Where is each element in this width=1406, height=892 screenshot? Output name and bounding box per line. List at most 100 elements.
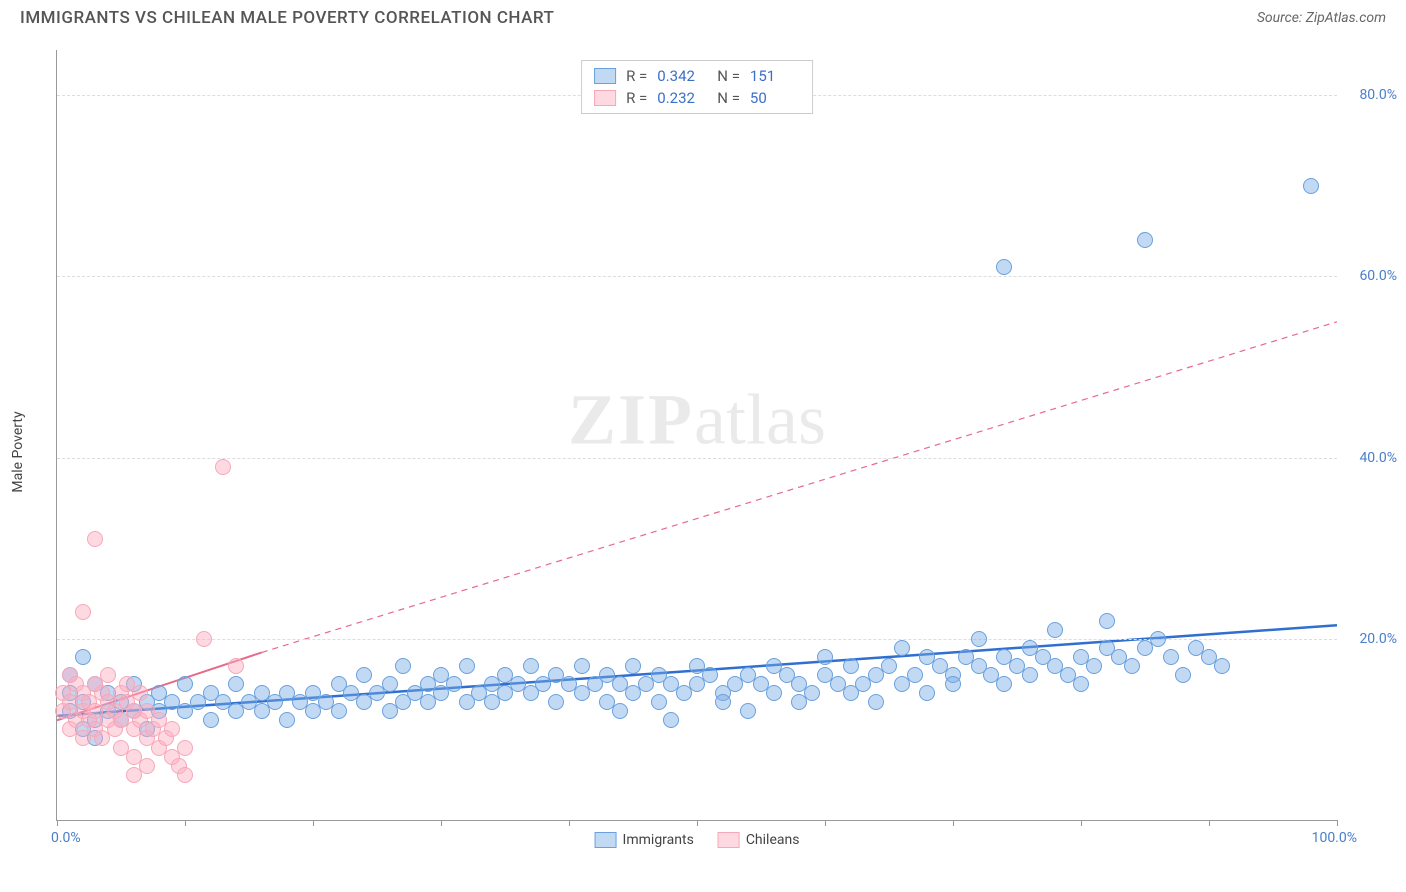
data-point <box>1175 667 1191 683</box>
data-point <box>228 676 244 692</box>
data-point <box>523 658 539 674</box>
legend-row-immigrants: R = 0.342 N = 151 <box>594 65 800 87</box>
data-point <box>740 703 756 719</box>
data-point <box>868 694 884 710</box>
x-tick <box>569 820 570 826</box>
y-tick-label: 60.0% <box>1359 268 1397 284</box>
swatch-pink-icon <box>594 90 616 106</box>
data-point <box>1073 676 1089 692</box>
data-point <box>177 676 193 692</box>
r-label: R = <box>626 89 647 107</box>
data-point <box>215 459 231 475</box>
data-point <box>196 631 212 647</box>
y-axis-label: Male Poverty <box>10 411 26 492</box>
data-point <box>1124 658 1140 674</box>
x-tick <box>441 820 442 826</box>
data-point <box>881 658 897 674</box>
series-legend: Immigrants Chileans <box>595 832 800 848</box>
data-point <box>843 658 859 674</box>
data-point <box>574 658 590 674</box>
x-tick <box>825 820 826 826</box>
y-tick-label: 40.0% <box>1359 450 1397 466</box>
data-point <box>919 685 935 701</box>
legend-item-chileans: Chileans <box>718 832 800 848</box>
data-point <box>395 658 411 674</box>
data-point <box>612 703 628 719</box>
x-tick <box>953 820 954 826</box>
data-point <box>702 667 718 683</box>
x-tick <box>57 820 58 826</box>
watermark: ZIPatlas <box>568 378 826 461</box>
x-max-label: 100.0% <box>1312 830 1357 846</box>
data-point <box>548 694 564 710</box>
r-label: R = <box>626 67 647 85</box>
data-point <box>228 658 244 674</box>
data-point <box>164 721 180 737</box>
scatter-plot: ZIPatlas R = 0.342 N = 151 R = 0.232 N =… <box>56 50 1337 821</box>
data-point <box>75 649 91 665</box>
data-point <box>177 740 193 756</box>
data-point <box>804 685 820 701</box>
data-point <box>907 667 923 683</box>
data-point <box>1137 232 1153 248</box>
n-label: N = <box>717 89 740 107</box>
y-tick-label: 80.0% <box>1359 87 1397 103</box>
data-point <box>203 712 219 728</box>
r-value-chileans: 0.232 <box>657 89 707 107</box>
watermark-part1: ZIP <box>568 379 694 459</box>
legend-row-chileans: R = 0.232 N = 50 <box>594 87 800 109</box>
swatch-pink-icon <box>718 832 740 848</box>
grid-line <box>57 458 1337 459</box>
grid-line <box>57 276 1337 277</box>
data-point <box>1086 658 1102 674</box>
correlation-legend: R = 0.342 N = 151 R = 0.232 N = 50 <box>581 60 813 114</box>
x-tick <box>1081 820 1082 826</box>
y-tick-label: 20.0% <box>1359 631 1397 647</box>
data-point <box>75 604 91 620</box>
data-point <box>1303 178 1319 194</box>
data-point <box>459 658 475 674</box>
r-value-immigrants: 0.342 <box>657 67 707 85</box>
data-point <box>663 712 679 728</box>
chart-container: Male Poverty ZIPatlas R = 0.342 N = 151 … <box>48 42 1388 862</box>
n-label: N = <box>717 67 740 85</box>
data-point <box>1150 631 1166 647</box>
data-point <box>971 631 987 647</box>
x-tick <box>1337 820 1338 826</box>
data-point <box>651 694 667 710</box>
data-point <box>715 694 731 710</box>
data-point <box>279 712 295 728</box>
data-point <box>139 758 155 774</box>
watermark-part2: atlas <box>694 379 826 459</box>
data-point <box>817 649 833 665</box>
data-point <box>625 658 641 674</box>
x-tick <box>185 820 186 826</box>
n-value-immigrants: 151 <box>750 67 800 85</box>
chart-title: IMMIGRANTS VS CHILEAN MALE POVERTY CORRE… <box>20 8 554 28</box>
data-point <box>132 685 148 701</box>
x-tick <box>1209 820 1210 826</box>
data-point <box>996 259 1012 275</box>
x-tick <box>313 820 314 826</box>
legend-label-chileans: Chileans <box>746 832 800 848</box>
x-min-label: 0.0% <box>51 830 81 846</box>
data-point <box>1099 613 1115 629</box>
data-point <box>1022 667 1038 683</box>
data-point <box>766 685 782 701</box>
data-point <box>1214 658 1230 674</box>
data-point <box>996 676 1012 692</box>
data-point <box>177 767 193 783</box>
legend-item-immigrants: Immigrants <box>595 832 694 848</box>
data-point <box>87 531 103 547</box>
data-point <box>356 667 372 683</box>
chart-source: Source: ZipAtlas.com <box>1257 10 1386 26</box>
x-tick <box>697 820 698 826</box>
n-value-chileans: 50 <box>750 89 800 107</box>
data-point <box>1047 622 1063 638</box>
swatch-blue-icon <box>594 68 616 84</box>
data-point <box>446 676 462 692</box>
chart-header: IMMIGRANTS VS CHILEAN MALE POVERTY CORRE… <box>0 0 1406 32</box>
swatch-blue-icon <box>595 832 617 848</box>
data-point <box>894 640 910 656</box>
data-point <box>945 676 961 692</box>
